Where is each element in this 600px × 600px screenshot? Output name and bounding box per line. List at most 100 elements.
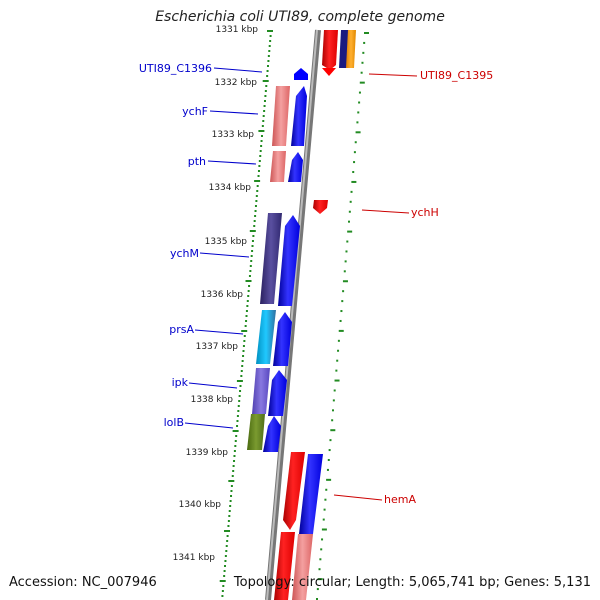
ruler-dot [254,215,257,217]
gene-utix1395-arrow [322,68,336,76]
outer-ring-dash [344,260,347,263]
ruler-dot [226,535,229,537]
left-gene-labels [184,67,263,429]
ruler-dot [245,320,248,322]
ruler-dot [268,50,271,52]
ruler-dot [256,190,259,192]
gene-label-ipk: ipk [172,376,189,389]
ruler-major-tick [236,380,243,382]
ruler-dot [247,290,250,292]
gene-label-uti89-c1395: UTI89_C1395 [420,69,493,82]
outer-ring-dash [348,210,351,213]
outer-ring-dash [330,429,336,432]
ruler-dot [239,390,242,392]
ruler-dot [238,400,241,402]
accession-text: Accession: NC_007946 [9,575,157,590]
ruler-dot [263,105,266,107]
ruler-dot [230,495,233,497]
ruler-major-tick [262,80,269,82]
leader-line [361,209,410,214]
gene-ychF-arrow [291,86,307,146]
ruler-dot [236,420,239,422]
ruler-dot [251,245,254,247]
ruler-dot [257,175,260,177]
ruler-dot [221,595,224,597]
gene-top-orange [346,30,356,68]
ruler-dot [267,60,270,62]
ruler-dot [260,145,263,147]
gene-label-ychM: ychM [170,247,199,260]
outer-ring-dash [333,389,336,392]
outer-ring-dash [345,250,348,253]
ruler-dot [228,515,231,517]
outer-ring-dash [349,200,352,203]
gene-bottom-red [274,532,295,600]
ruler-dot [229,500,232,502]
ruler-dot [236,415,239,417]
gene-label-hemA: hemA [384,493,416,506]
ruler-dot [231,475,234,477]
outer-ring-dash [342,280,348,283]
outer-ring-dash [326,468,329,471]
ruler-dot [233,450,236,452]
outer-ring-dash [321,538,324,541]
ruler-dot [260,135,263,137]
ruler-major-tick [219,580,226,582]
ruler-dot [259,150,262,152]
ruler-dot [241,360,244,362]
ruler-dot [256,185,259,187]
ruler-dot [235,435,238,437]
outer-ring-dash [317,578,323,581]
outer-ring-dash [328,449,331,452]
ruler-dot [233,460,236,462]
ruler-major-tick [249,230,256,232]
map-title: Escherichia coli UTI89, complete genome [155,9,445,25]
ruler-dot [224,565,227,567]
outer-ring-dash [336,359,339,362]
ruler-dot [242,350,245,352]
outer-ring-dash [316,588,319,591]
ruler-major-tick [254,180,261,182]
ruler-dot [241,365,244,367]
leader-line [194,329,244,335]
ruler-dot [223,575,226,577]
ruler-dot [248,285,251,287]
outer-ring-dash [353,161,356,164]
ruler-dot [232,465,235,467]
outer-ring-dash [355,131,361,134]
ruler-dot [254,205,257,207]
outer-ring-dash [318,568,321,571]
outer-ring-dash [335,369,338,372]
ruler-label: 1335 kbp [205,237,248,247]
ruler-label: 1339 kbp [186,448,229,458]
outer-ring-dash [337,339,340,342]
outer-ring-dash [356,121,359,124]
outer-ring-dash [348,220,350,223]
outer-ring-dash [347,230,353,233]
ruler-dot [260,140,263,142]
outer-ring-dash [337,349,340,352]
ruler-ticks [219,30,273,597]
outer-ring-dash [321,528,327,531]
outer-ring-dash [319,558,322,561]
gene-bottom-pink [292,534,313,600]
gene-ipk-violet [252,368,270,414]
gene-ychH [313,200,328,214]
ruler-dot [258,160,261,162]
gene-hemA-blue [299,454,323,534]
ruler-dot [243,335,246,337]
ruler-dot [255,200,258,202]
ruler-dot [262,120,265,122]
ruler-label: 1331 kbp [216,25,259,35]
ruler-major-tick [241,330,248,332]
ruler-dot [258,165,261,167]
ruler-label: 1334 kbp [209,183,252,193]
ruler-label: 1332 kbp [215,78,258,88]
outer-ring-dash [329,439,332,442]
outer-ring-dash [325,488,328,491]
genome-backbone-highlight [266,29,318,600]
ruler-dot [247,295,250,297]
ruler-dot [253,220,256,222]
outer-ring-dash [332,409,334,412]
gene-prsA-cyan [256,310,276,364]
